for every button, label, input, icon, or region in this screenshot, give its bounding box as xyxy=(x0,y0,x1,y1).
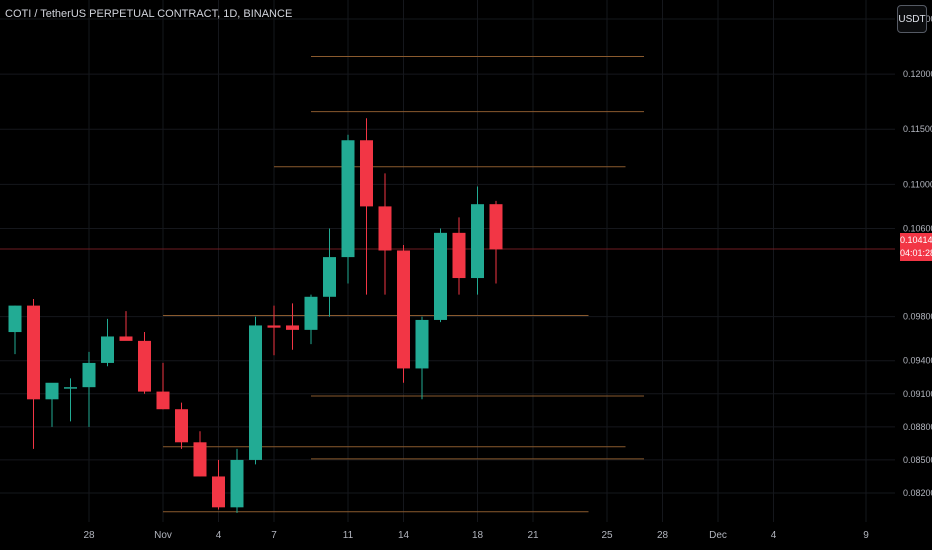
time-tick-label: 14 xyxy=(398,530,410,541)
candle-body xyxy=(119,336,133,341)
candle-body xyxy=(341,140,355,258)
candle-body xyxy=(230,459,244,508)
horizontal-levels xyxy=(163,55,644,513)
candle xyxy=(138,332,151,394)
candle xyxy=(415,316,429,400)
candle-body xyxy=(249,325,262,460)
candle-body xyxy=(267,325,281,328)
candle-body xyxy=(452,232,466,279)
candle xyxy=(304,294,318,345)
price-tick-label: 0.11500 xyxy=(903,124,932,134)
time-tick-label: 9 xyxy=(863,530,869,541)
symbol-title: COTI / TetherUS PERPETUAL CONTRACT, 1D, … xyxy=(5,8,293,20)
candle xyxy=(360,118,373,295)
time-tick-label: Nov xyxy=(154,530,172,541)
candle-body xyxy=(45,382,59,400)
candle-body xyxy=(434,232,447,320)
candle-body xyxy=(212,476,225,508)
candle-body xyxy=(27,305,40,400)
candle xyxy=(212,459,225,510)
time-tick-label: 4 xyxy=(216,530,222,541)
time-tick-label: Dec xyxy=(709,530,727,541)
countdown-timer: 04:01:28 xyxy=(900,248,932,258)
candles xyxy=(8,118,503,513)
candle-body xyxy=(64,387,77,389)
time-tick-label: 28 xyxy=(83,530,95,541)
time-tick-label: 28 xyxy=(657,530,669,541)
candle xyxy=(175,402,188,449)
candle xyxy=(249,316,262,465)
chart-grid xyxy=(0,0,895,522)
candle xyxy=(156,362,170,410)
candle-body xyxy=(156,391,170,410)
candle xyxy=(27,298,40,449)
candle-body xyxy=(193,442,207,477)
time-tick-label: 25 xyxy=(601,530,613,541)
candle xyxy=(119,311,133,341)
candle-body xyxy=(378,206,392,251)
candle xyxy=(471,186,484,295)
time-tick-label: 18 xyxy=(472,530,484,541)
candle xyxy=(8,305,22,355)
candle xyxy=(452,217,466,295)
time-axis: 28 Nov 4 7 11 14 18 21 25 28 Dec 4 9 xyxy=(83,530,869,541)
time-tick-label: 21 xyxy=(527,530,539,541)
candle xyxy=(378,173,392,295)
candle-body xyxy=(415,319,429,369)
price-axis-bg xyxy=(895,0,932,550)
time-tick-label: 11 xyxy=(343,530,354,541)
candle-body xyxy=(323,257,336,297)
price-axis: 0.125000.120000.115000.110000.106000.098… xyxy=(895,0,932,550)
candle xyxy=(323,228,336,317)
candle xyxy=(267,305,281,356)
candle xyxy=(397,244,410,383)
candle-body xyxy=(101,336,114,363)
candle xyxy=(341,134,355,284)
price-tick-label: 0.11000 xyxy=(903,179,932,189)
candle xyxy=(82,351,96,427)
candle xyxy=(286,303,299,350)
last-price-value: 0.10414 xyxy=(900,235,932,245)
candle-body xyxy=(360,140,373,207)
candle xyxy=(101,318,114,367)
last-price-tag: 0.10414 04:01:28 xyxy=(900,233,932,261)
candle-body xyxy=(286,325,299,330)
candle-body xyxy=(397,250,410,369)
price-tick-label: 0.08200 xyxy=(903,488,932,498)
currency-button[interactable]: USDT xyxy=(897,5,927,33)
candle-body xyxy=(82,362,96,388)
candle xyxy=(489,200,503,284)
candle xyxy=(45,382,59,427)
candle xyxy=(193,431,207,477)
candle-body xyxy=(8,305,22,333)
candle-body xyxy=(304,296,318,330)
candle xyxy=(434,228,447,323)
candle-body xyxy=(489,204,503,250)
time-tick-label: 7 xyxy=(271,530,277,541)
candle xyxy=(230,448,244,513)
candle-body xyxy=(175,409,188,443)
candle-body xyxy=(138,340,151,392)
candle xyxy=(64,378,77,422)
time-tick-label: 4 xyxy=(771,530,777,541)
candle-body xyxy=(471,204,484,279)
